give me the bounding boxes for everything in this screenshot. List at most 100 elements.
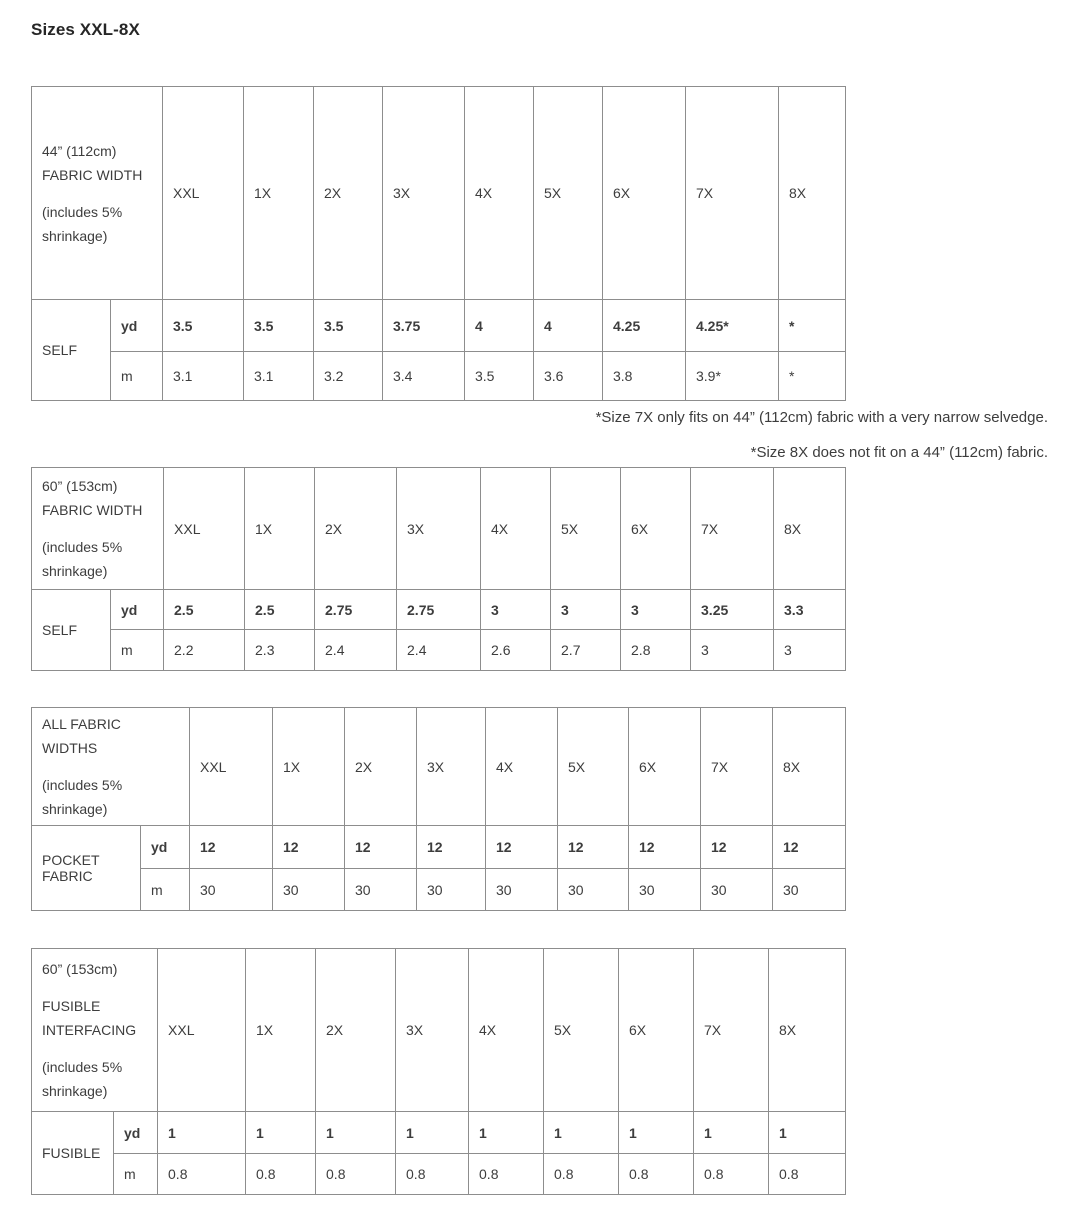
row-label-pocket-fabric: POCKET FABRIC — [31, 825, 141, 911]
unit-m-label: m — [109, 629, 165, 671]
yd-value: 12 — [344, 825, 417, 869]
unit-yd-label: yd — [140, 825, 190, 869]
m-value: 0.8 — [157, 1153, 247, 1195]
size-column-header: XXL — [189, 707, 273, 826]
yd-value: 2.5 — [244, 589, 316, 630]
m-value: 3.5 — [464, 351, 534, 401]
size-column-header: 4X — [485, 707, 558, 826]
size-column-header: 7X — [693, 948, 770, 1112]
table-header-note: (includes 5% shrinkage) — [42, 203, 123, 244]
yd-value: 3.5 — [313, 299, 383, 352]
yd-value: 1 — [395, 1111, 470, 1154]
m-value: 2.4 — [396, 629, 482, 671]
size-column-header: 3X — [395, 948, 470, 1112]
yd-value: 4.25 — [602, 299, 686, 352]
table-header-note: (includes 5% shrinkage) — [42, 1059, 123, 1099]
size-column-header: 2X — [344, 707, 417, 826]
size-column-header: 5X — [533, 86, 603, 300]
size-column-header: 2X — [314, 467, 398, 590]
yd-value: 1 — [618, 1111, 695, 1154]
size-column-header: 8X — [773, 467, 847, 590]
table-header-cell: 60” (153cm) FUSIBLE INTERFACING (include… — [30, 948, 159, 1112]
m-value: 0.8 — [315, 1153, 397, 1195]
size-column-header: 3X — [382, 86, 465, 300]
yd-value: 12 — [189, 825, 273, 869]
table-header-title: 44” (112cm) FABRIC WIDTH — [42, 142, 143, 183]
table-header-title: FUSIBLE INTERFACING — [42, 998, 137, 1038]
size-column-header: XXL — [157, 948, 247, 1112]
yd-value: 12 — [557, 825, 629, 869]
size-column-header: 6X — [618, 948, 695, 1112]
m-value: 3.6 — [533, 351, 603, 401]
yd-value: 2.5 — [163, 589, 246, 630]
m-value: 0.8 — [245, 1153, 317, 1195]
table-header-title: 60” (153cm) FABRIC WIDTH — [42, 478, 143, 518]
unit-m-label: m — [110, 351, 163, 401]
table-header-note: (includes 5% shrinkage) — [42, 777, 123, 817]
yd-value: 4 — [533, 299, 603, 352]
m-value: 3.4 — [382, 351, 465, 401]
m-value: 30 — [700, 868, 773, 911]
size-column-header: 7X — [690, 467, 775, 590]
m-value: 0.8 — [395, 1153, 470, 1195]
m-value: 2.4 — [314, 629, 398, 671]
unit-m-label: m — [140, 868, 190, 911]
size-column-header: 8X — [778, 86, 846, 300]
yd-value: 4 — [464, 299, 534, 352]
size-column-header: 7X — [700, 707, 773, 826]
yd-value: 12 — [772, 825, 846, 869]
size-column-header: 4X — [468, 948, 545, 1112]
table-header-note: (includes 5% shrinkage) — [42, 539, 123, 579]
yd-value: 1 — [768, 1111, 847, 1154]
size-column-header: 1X — [272, 707, 345, 826]
yd-value: 1 — [543, 1111, 620, 1154]
yd-value: 12 — [272, 825, 345, 869]
m-value: 0.8 — [693, 1153, 770, 1195]
m-value: 3.8 — [602, 351, 686, 401]
table-pocket-fabric: ALL FABRIC WIDTHS (includes 5% shrinkage… — [31, 707, 846, 911]
yd-value: 3.5 — [243, 299, 314, 352]
footnote-8x: *Size 8X does not fit on a 44” (112cm) f… — [750, 444, 1048, 461]
m-value: 2.8 — [620, 629, 692, 671]
yd-value: 3.3 — [773, 589, 847, 630]
table-header-width: 60” (153cm) — [42, 961, 118, 977]
m-value: 3.9* — [685, 351, 779, 401]
yd-value: 4.25* — [685, 299, 779, 352]
yd-value: 1 — [245, 1111, 317, 1154]
yd-value: 3 — [550, 589, 622, 630]
yd-value: 3 — [480, 589, 552, 630]
table-header-cell: ALL FABRIC WIDTHS (includes 5% shrinkage… — [31, 707, 190, 826]
size-column-header: 1X — [244, 467, 316, 590]
yd-value: 1 — [157, 1111, 247, 1154]
size-column-header: 1X — [245, 948, 317, 1112]
size-column-header: 3X — [416, 707, 486, 826]
m-value: 0.8 — [543, 1153, 620, 1195]
m-value: 2.3 — [244, 629, 316, 671]
size-column-header: 2X — [313, 86, 383, 300]
m-value: 3 — [690, 629, 775, 671]
size-column-header: XXL — [162, 86, 244, 300]
size-column-header: 5X — [543, 948, 620, 1112]
page-title: Sizes XXL-8X — [31, 20, 140, 39]
row-label-fusible: FUSIBLE — [31, 1111, 114, 1195]
row-label-self: SELF — [31, 299, 111, 401]
yd-value: * — [778, 299, 846, 352]
m-value: 3.1 — [162, 351, 244, 401]
m-value: 30 — [272, 868, 345, 911]
footnote-7x: *Size 7X only fits on 44” (112cm) fabric… — [595, 409, 1048, 426]
size-column-header: 7X — [685, 86, 779, 300]
size-column-header: 8X — [768, 948, 847, 1112]
m-value: 0.8 — [618, 1153, 695, 1195]
table-header-title: ALL FABRIC WIDTHS — [42, 716, 121, 756]
m-value: 30 — [416, 868, 486, 911]
m-value: 3.1 — [243, 351, 314, 401]
size-column-header: 5X — [550, 467, 622, 590]
yd-value: 12 — [485, 825, 558, 869]
m-value: 0.8 — [768, 1153, 847, 1195]
m-value: 30 — [485, 868, 558, 911]
m-value: 30 — [772, 868, 846, 911]
yd-value: 2.75 — [396, 589, 482, 630]
table-fabric-width-44in: 44” (112cm) FABRIC WIDTH (includes 5% sh… — [31, 86, 846, 401]
unit-yd-label: yd — [110, 299, 163, 352]
